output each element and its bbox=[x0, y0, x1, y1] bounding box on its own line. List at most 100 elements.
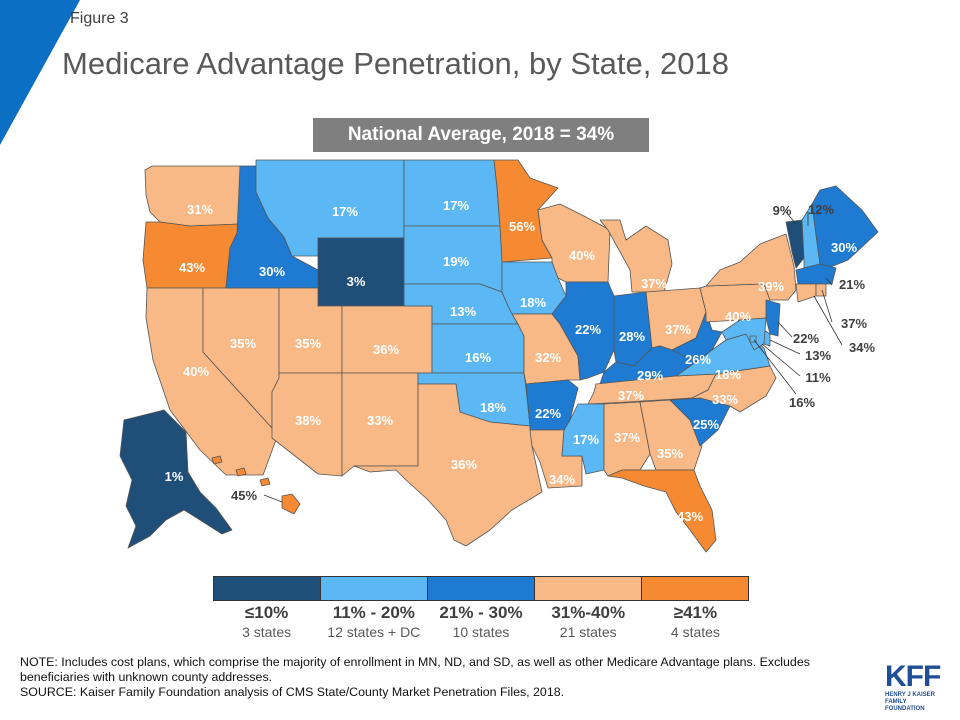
label-CT: 34% bbox=[849, 340, 875, 355]
state-TX bbox=[353, 383, 543, 547]
label-SC: 25% bbox=[693, 417, 719, 432]
kff-logo-sub-2: FAMILY FOUNDATION bbox=[885, 699, 925, 712]
label-NV: 35% bbox=[230, 336, 256, 351]
state-MI bbox=[599, 219, 673, 293]
label-PA: 40% bbox=[725, 309, 751, 324]
state-IL bbox=[551, 281, 615, 381]
state-WA bbox=[144, 165, 241, 227]
label-MN: 56% bbox=[509, 219, 535, 234]
label-OR: 43% bbox=[179, 260, 205, 275]
state-CT bbox=[795, 283, 817, 303]
label-IA: 18% bbox=[520, 295, 546, 310]
state-NC bbox=[669, 365, 777, 413]
label-UT: 35% bbox=[295, 336, 321, 351]
kff-logo-text: KFF bbox=[885, 660, 941, 693]
state-KS bbox=[431, 323, 525, 374]
label-NE: 13% bbox=[450, 304, 476, 319]
label-WI: 40% bbox=[569, 248, 595, 263]
label-DC: 16% bbox=[789, 395, 815, 410]
label-OK: 18% bbox=[480, 400, 506, 415]
state-ND bbox=[403, 159, 501, 227]
legend-swatch bbox=[642, 577, 748, 600]
label-MI: 37% bbox=[641, 276, 667, 291]
state-AK bbox=[119, 409, 233, 549]
state-RI bbox=[815, 283, 827, 297]
label-MA: 21% bbox=[839, 277, 865, 292]
figure-label: Figure 3 bbox=[70, 10, 129, 27]
label-WA: 31% bbox=[187, 202, 213, 217]
label-CO: 36% bbox=[373, 342, 399, 357]
label-NM: 33% bbox=[367, 413, 393, 428]
state-CO bbox=[341, 305, 433, 374]
legend-item: ≥41% 4 states bbox=[642, 601, 749, 640]
label-KY: 29% bbox=[637, 368, 663, 383]
kff-logo-sub-1: HENRY J KAISER bbox=[885, 692, 936, 698]
legend-item: 21% - 30% 10 states bbox=[427, 601, 534, 640]
state-ME bbox=[811, 185, 879, 269]
legend-item: ≤10% 3 states bbox=[213, 601, 320, 640]
legend-count: 4 states bbox=[670, 624, 720, 640]
state-VT bbox=[785, 219, 805, 269]
state-WV bbox=[671, 311, 723, 363]
label-TX: 36% bbox=[451, 457, 477, 472]
label-HI: 45% bbox=[231, 488, 257, 503]
label-NH: 12% bbox=[808, 202, 834, 217]
label-NC: 33% bbox=[712, 392, 738, 407]
label-TN: 37% bbox=[618, 388, 644, 403]
source-text: SOURCE: Kaiser Family Foundation analysi… bbox=[20, 685, 565, 699]
legend-swatch bbox=[428, 577, 535, 600]
state-WY bbox=[317, 237, 405, 307]
label-SD: 19% bbox=[443, 254, 469, 269]
legend-range: ≥41% bbox=[673, 603, 718, 622]
legend-item: 11% - 20% 12 states + DC bbox=[320, 601, 427, 640]
label-VT: 9% bbox=[773, 203, 792, 218]
legend: ≤10% 3 states 11% - 20% 12 states + DC 21% -… bbox=[213, 576, 749, 640]
legend-count: 3 states bbox=[242, 624, 292, 640]
legend-range: ≤10% bbox=[244, 603, 289, 622]
legend-count: 10 states bbox=[452, 624, 510, 640]
state-HI-group bbox=[211, 455, 301, 515]
legend-range: 11% - 20% bbox=[332, 603, 415, 622]
label-WY: 3% bbox=[347, 274, 366, 289]
label-MS: 17% bbox=[573, 432, 599, 447]
label-AK: 1% bbox=[165, 469, 184, 484]
legend-count: 12 states + DC bbox=[327, 624, 421, 640]
label-KS: 16% bbox=[465, 350, 491, 365]
label-MT: 17% bbox=[332, 204, 358, 219]
legend-range: 31%-40% bbox=[551, 603, 626, 622]
state-MA bbox=[795, 263, 837, 285]
state-NY bbox=[705, 233, 797, 301]
label-MO: 32% bbox=[535, 350, 561, 365]
state-FL bbox=[607, 469, 717, 553]
label-CA: 40% bbox=[183, 364, 209, 379]
legend-item: 31%-40% 21 states bbox=[535, 601, 642, 640]
legend-count: 21 states bbox=[559, 624, 617, 640]
label-AL: 37% bbox=[614, 430, 640, 445]
state-NJ bbox=[765, 299, 781, 337]
legend-swatch bbox=[214, 577, 321, 600]
label-IN: 28% bbox=[619, 329, 645, 344]
label-FL: 43% bbox=[677, 509, 703, 524]
label-DE: 13% bbox=[805, 348, 831, 363]
legend-range: 21% - 30% bbox=[439, 603, 523, 622]
legend-swatch bbox=[535, 577, 642, 600]
label-GA: 35% bbox=[657, 446, 683, 461]
label-ME: 30% bbox=[831, 240, 857, 255]
label-MD: 11% bbox=[805, 370, 831, 385]
label-AZ: 38% bbox=[295, 413, 321, 428]
footnote: NOTE: Includes cost plans, which compris… bbox=[20, 655, 850, 700]
label-ID: 30% bbox=[259, 264, 285, 279]
label-OH: 37% bbox=[665, 322, 691, 337]
corner-accent bbox=[0, 0, 80, 145]
label-ND: 17% bbox=[443, 198, 469, 213]
page-title: Medicare Advantage Penetration, by State… bbox=[62, 46, 729, 81]
label-AR: 22% bbox=[535, 406, 561, 421]
label-NJ: 22% bbox=[793, 331, 819, 346]
label-VA: 18% bbox=[715, 367, 741, 382]
kff-logo: KFF HENRY J KAISER FAMILY FOUNDATION bbox=[885, 662, 945, 713]
note-text: NOTE: Includes cost plans, which compris… bbox=[20, 655, 810, 684]
label-RI: 37% bbox=[841, 316, 867, 331]
state-OR bbox=[142, 221, 241, 289]
label-IL: 22% bbox=[575, 322, 601, 337]
